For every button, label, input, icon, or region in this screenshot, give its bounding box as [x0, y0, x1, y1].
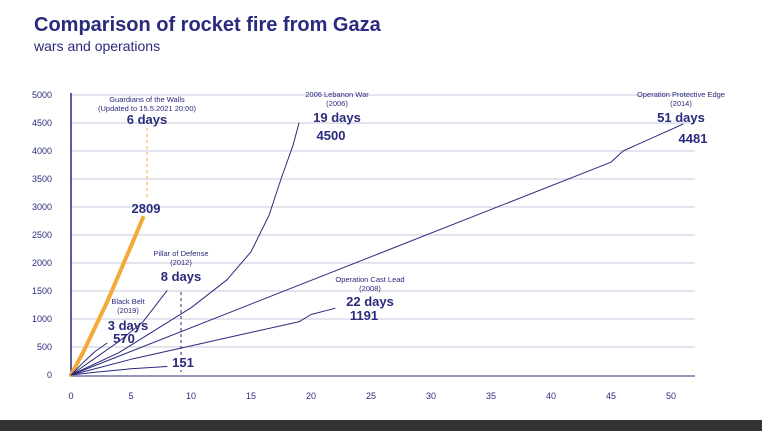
bottom-bar — [0, 420, 762, 431]
x-tick-label: 15 — [246, 391, 256, 401]
x-tick-label: 20 — [306, 391, 316, 401]
series-name-label: (2019) — [117, 306, 139, 315]
rocket-fire-chart: 5000450040003500300025002000150010005000… — [32, 90, 725, 401]
series-name-label: (2014) — [670, 99, 692, 108]
y-tick-label: 2500 — [32, 230, 52, 240]
chart-title: Comparison of rocket fire from Gaza — [34, 14, 381, 36]
y-tick-label: 4000 — [32, 146, 52, 156]
series-line-3 — [70, 290, 168, 376]
series-line-1 — [70, 122, 300, 376]
series-line-0 — [69, 215, 145, 377]
y-tick-label: 1000 — [32, 314, 52, 324]
grid — [71, 94, 695, 348]
series-name-label: Pillar of Defense — [153, 249, 208, 258]
value-label: 2809 — [132, 201, 161, 216]
y-tick-label: 500 — [37, 342, 52, 352]
value-label: 4481 — [679, 131, 708, 146]
value-label: 1191 — [350, 308, 378, 323]
y-tick-label: 4500 — [32, 118, 52, 128]
days-label: 19 days — [313, 110, 361, 125]
value-label: 4500 — [317, 128, 346, 143]
series-line-2 — [70, 123, 684, 376]
series-name-label: 2006 Lebanon War — [305, 90, 369, 99]
x-tick-label: 5 — [128, 391, 133, 401]
y-tick-label: 0 — [47, 370, 52, 380]
y-tick-label: 3500 — [32, 174, 52, 184]
y-tick-label: 5000 — [32, 90, 52, 100]
days-label: 51 days — [657, 110, 705, 125]
axes: 5000450040003500300025002000150010005000… — [32, 90, 695, 401]
days-label: 3 days — [108, 318, 148, 333]
value-label: 151 — [172, 355, 194, 370]
series-name-label: Guardians of the Walls — [109, 95, 185, 104]
series — [69, 122, 684, 377]
x-tick-label: 10 — [186, 391, 196, 401]
x-tick-label: 50 — [666, 391, 676, 401]
series-line-4 — [70, 307, 336, 376]
days-label: 22 days — [346, 294, 394, 309]
chart-subtitle: wars and operations — [34, 38, 161, 54]
x-tick-label: 0 — [68, 391, 73, 401]
series-name-label: Operation Cast Lead — [335, 275, 404, 284]
series-name-label: Operation Protective Edge — [637, 90, 725, 99]
series-line-5 — [70, 342, 108, 376]
y-tick-label: 3000 — [32, 202, 52, 212]
series-name-label: Black Belt — [111, 297, 145, 306]
series-name-label: (2006) — [326, 99, 348, 108]
series-name-label: (2012) — [170, 258, 192, 267]
series-line-6 — [70, 366, 168, 376]
y-tick-label: 1500 — [32, 286, 52, 296]
days-label: 6 days — [127, 112, 167, 127]
x-tick-label: 45 — [606, 391, 616, 401]
value-label: 570 — [113, 331, 135, 346]
annotations: Guardians of the Walls(Updated to 15.5.2… — [98, 90, 725, 372]
y-tick-label: 2000 — [32, 258, 52, 268]
x-tick-label: 35 — [486, 391, 496, 401]
x-tick-label: 30 — [426, 391, 436, 401]
days-label: 8 days — [161, 269, 201, 284]
x-tick-label: 25 — [366, 391, 376, 401]
series-name-label: (Updated to 15.5.2021 20:00) — [98, 104, 196, 113]
series-name-label: (2008) — [359, 284, 381, 293]
x-tick-label: 40 — [546, 391, 556, 401]
